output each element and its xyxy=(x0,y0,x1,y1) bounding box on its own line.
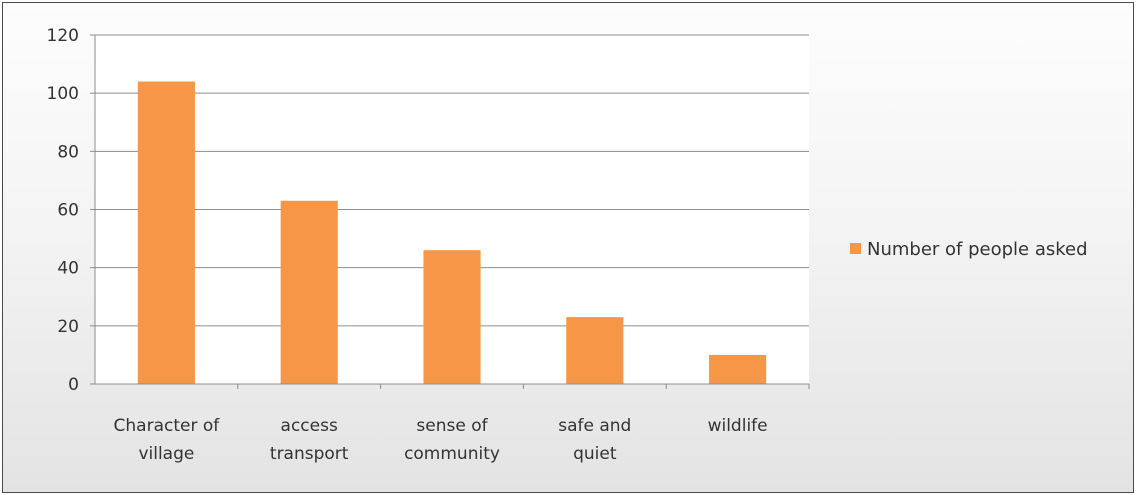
bar xyxy=(280,200,338,384)
bar xyxy=(566,317,624,384)
y-tick-label: 100 xyxy=(47,84,79,104)
bars xyxy=(137,81,767,385)
y-tick-label: 80 xyxy=(57,142,79,162)
x-category-label: wildlife xyxy=(708,416,768,436)
legend: Number of people asked xyxy=(850,239,1088,260)
legend-swatch xyxy=(850,243,861,254)
x-category-labels: Character of village access transport sense … xyxy=(114,416,768,464)
bar xyxy=(709,354,767,384)
x-category-label: access transport xyxy=(270,416,349,464)
y-tick-label: 40 xyxy=(57,259,79,279)
x-category-label: Character of village xyxy=(114,416,221,464)
bar-chart: 0 20 40 60 80 100 120 Character of village acces… xyxy=(47,26,1088,464)
bar xyxy=(423,250,481,384)
y-tick-label: 60 xyxy=(57,201,79,221)
y-tick-label: 20 xyxy=(57,317,79,337)
y-tick-label: 120 xyxy=(47,26,79,46)
bar xyxy=(137,81,195,385)
legend-label: Number of people asked xyxy=(867,239,1088,260)
x-category-label: safe and quiet xyxy=(558,416,631,464)
x-category-label: sense of community xyxy=(404,416,500,464)
y-tick-labels: 0 20 40 60 80 100 120 xyxy=(47,26,79,395)
y-tick-label: 0 xyxy=(68,375,79,395)
axes xyxy=(94,35,810,389)
